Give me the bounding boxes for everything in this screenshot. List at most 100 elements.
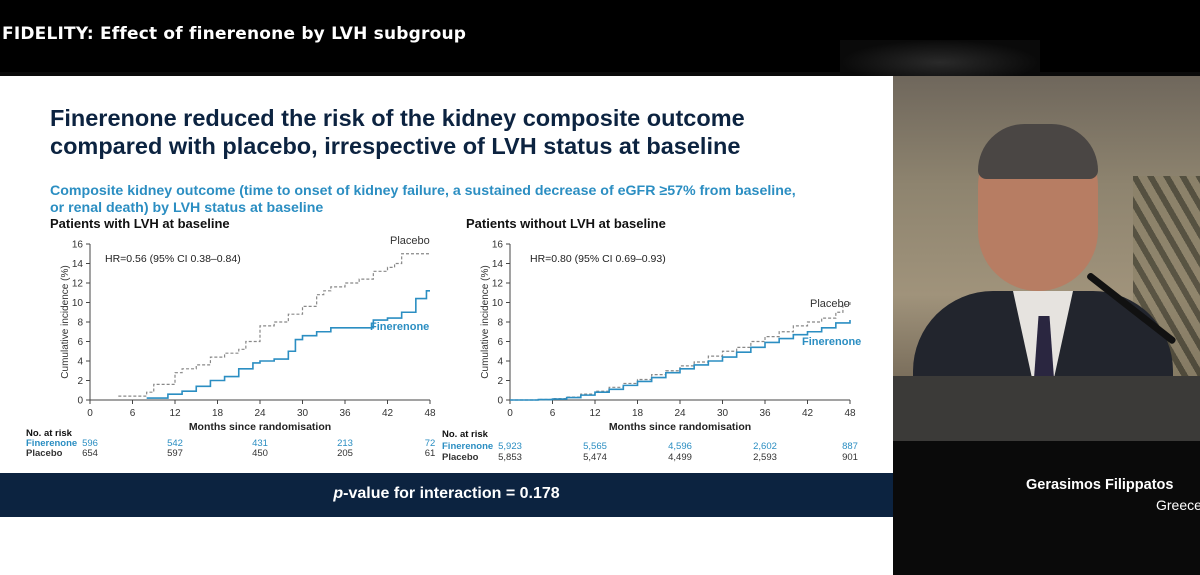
placebo-curve [510,300,851,401]
x-tick-label: 12 [169,408,181,419]
risk-table-row-label: Finerenone [26,438,78,449]
risk-table-cell: 4,596 [668,441,692,452]
y-tick-label: 8 [497,318,503,329]
y-tick-label: 4 [497,357,503,368]
slide-title-line2: compared with placebo, irrespective of L… [50,133,741,159]
y-tick-label: 16 [72,240,84,251]
speaker-hair [978,124,1098,179]
risk-table-no-lvh: No. at risk Finerenone 5,923 5,565 4,596 2,60… [442,417,882,463]
risk-table-cell: 2,593 [753,452,777,463]
x-tick-label: 6 [130,408,136,419]
risk-table-cell: 654 [82,448,98,459]
x-axis-label: Months since randomisation [189,421,331,433]
placebo-series-label: Placebo [390,235,430,247]
y-tick-label: 2 [497,376,503,387]
p-symbol: p [333,485,344,502]
y-tick-label: 6 [77,337,83,348]
hazard-ratio-label: HR=0.80 (95% CI 0.69–0.93) [530,253,666,265]
risk-table-cell: 5,565 [583,441,607,452]
y-tick-label: 12 [492,279,504,290]
x-tick-label: 30 [717,408,729,419]
speaker-name-plate: Gerasimos Filippatos Greece [893,441,1200,575]
x-tick-label: 0 [87,408,93,419]
finerenone-curve [146,290,430,399]
x-tick-label: 6 [550,408,556,419]
risk-table-cell: 213 [337,438,353,449]
risk-table-lvh: No. at risk Finerenone 596 542 431 213 72 Place… [0,428,460,464]
risk-table-cell: 2,602 [753,441,777,452]
x-axis-label: Months since randomisation [609,421,751,433]
finerenone-curve [510,320,851,401]
risk-table-cell: 901 [842,452,858,463]
risk-table-row-label: Finerenone [442,441,494,452]
finerenone-series-label: Finerenone [370,321,429,333]
y-tick-label: 4 [77,357,83,368]
session-title-bar: FIDELITY: Effect of finerenone by LVH su… [0,0,1200,85]
y-tick-label: 16 [492,240,504,251]
y-tick-label: 2 [77,376,83,387]
risk-table-cell: 887 [842,441,858,452]
y-tick-label: 0 [77,396,83,407]
panel-title-lvh: Patients with LVH at baseline [50,216,230,231]
risk-table-cell: 542 [167,438,183,449]
risk-table-header: No. at risk [442,429,488,440]
risk-table-cell: 596 [82,438,98,449]
risk-table-cell: 5,853 [498,452,522,463]
x-tick-label: 30 [297,408,309,419]
risk-table-header: No. at risk [26,428,72,439]
x-tick-label: 0 [507,408,513,419]
x-tick-label: 24 [254,408,266,419]
y-tick-label: 8 [77,318,83,329]
risk-table-row-label: Placebo [26,448,63,459]
slide-title-line1: Finerenone reduced the risk of the kidne… [50,105,745,131]
risk-table-cell: 72 [424,438,436,449]
y-tick-label: 0 [497,396,503,407]
lectern [893,376,1200,441]
y-tick-label: 14 [492,259,504,270]
placebo-series-label: Placebo [810,298,850,310]
hazard-ratio-label: HR=0.56 (95% CI 0.38–0.84) [105,253,241,265]
slide-subtitle-line2: or renal death) by LVH status at baselin… [50,200,324,216]
x-tick-label: 36 [339,408,351,419]
slide-subtitle: Composite kidney outcome (time to onset … [50,183,850,217]
p-value-rest: -value for interaction = 0.178 [343,485,560,502]
risk-table-cell: 597 [167,448,183,459]
finerenone-series-label: Finerenone [802,336,861,348]
risk-table-cell: 61 [424,448,436,459]
risk-table-cell: 431 [252,438,268,449]
x-tick-label: 12 [589,408,601,419]
panel-title-no-lvh: Patients without LVH at baseline [466,216,666,231]
risk-table-row-label: Placebo [442,452,479,463]
speaker-video [893,76,1200,441]
presentation-slide: Finerenone reduced the risk of the kidne… [0,76,893,575]
x-tick-label: 36 [759,408,771,419]
slide-subtitle-line1: Composite kidney outcome (time to onset … [50,183,796,199]
risk-table-cell: 4,499 [668,452,692,463]
risk-table-cell: 5,923 [498,441,522,452]
x-tick-label: 48 [424,408,436,419]
x-tick-label: 42 [802,408,814,419]
speaker-country: Greece [1156,497,1200,513]
risk-table-cell: 450 [252,448,268,459]
y-tick-label: 10 [492,298,504,309]
y-tick-label: 12 [72,279,84,290]
speaker-name: Gerasimos Filippatos [1026,477,1174,493]
x-tick-label: 18 [632,408,644,419]
y-axis-label: Cumulative incidence (%) [60,265,71,378]
y-tick-label: 14 [72,259,84,270]
p-value-banner: p-value for interaction = 0.178 [0,473,893,517]
x-tick-label: 42 [382,408,394,419]
x-tick-label: 24 [674,408,686,419]
risk-table-cell: 205 [337,448,353,459]
x-tick-label: 48 [844,408,856,419]
x-tick-label: 18 [212,408,224,419]
y-tick-label: 10 [72,298,84,309]
slide-title: Finerenone reduced the risk of the kidne… [50,104,870,160]
y-axis-label: Cumulative incidence (%) [480,265,491,378]
p-value-text: p-value for interaction = 0.178 [0,485,893,503]
y-tick-label: 6 [497,337,503,348]
session-title: FIDELITY: Effect of finerenone by LVH su… [2,24,467,44]
risk-table-cell: 5,474 [583,452,607,463]
